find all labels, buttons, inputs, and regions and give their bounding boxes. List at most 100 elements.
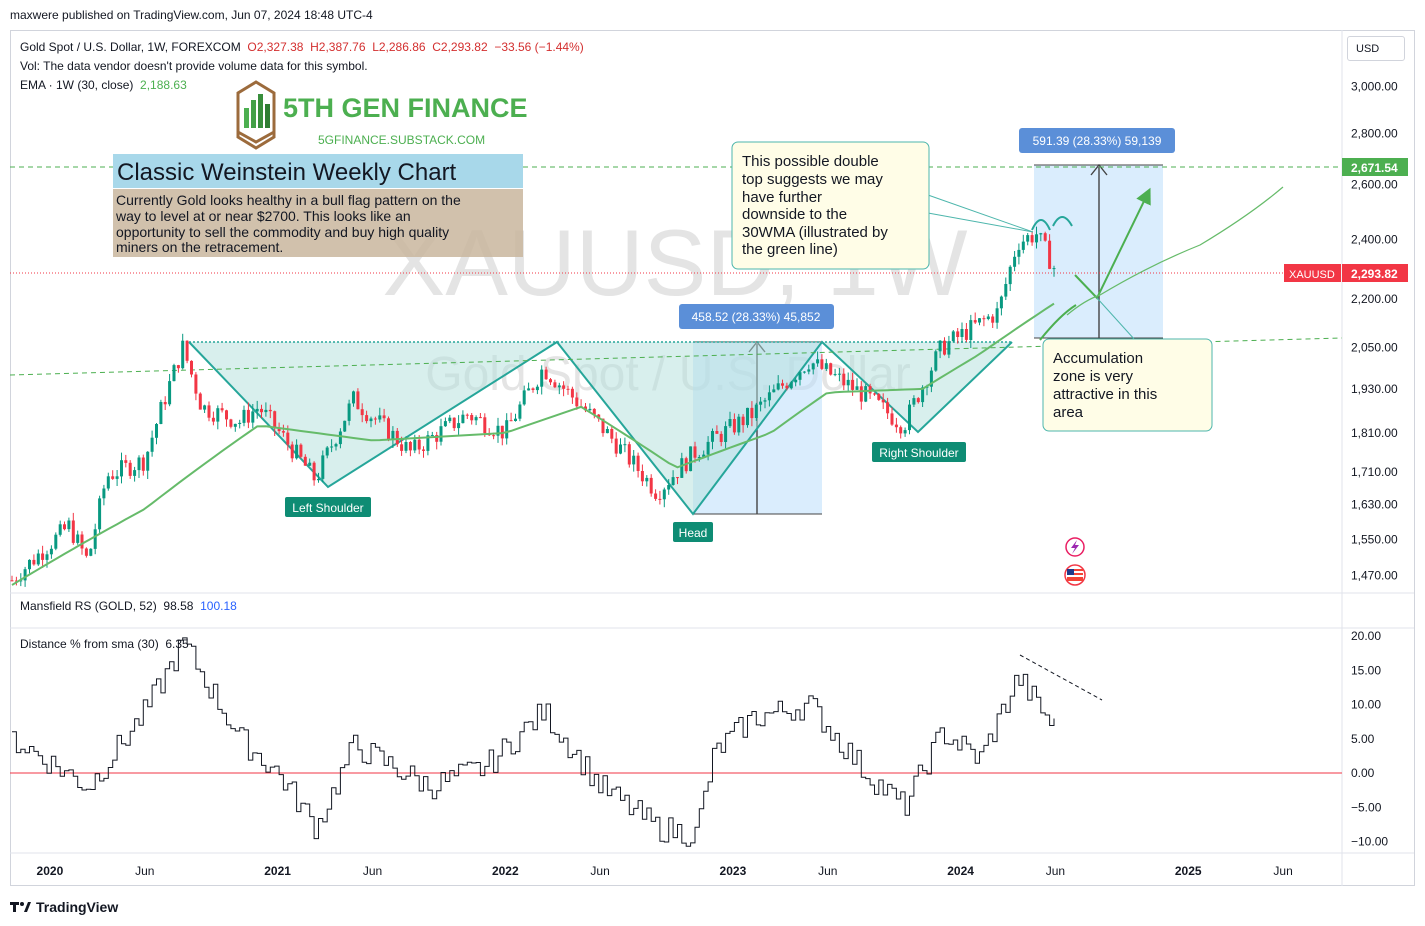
candle-body[interactable]: [549, 379, 552, 383]
candle-body[interactable]: [443, 421, 447, 427]
candle-body[interactable]: [794, 379, 798, 383]
candle-body[interactable]: [636, 455, 640, 471]
candle-body[interactable]: [763, 400, 767, 402]
candle-body[interactable]: [689, 446, 693, 472]
candle-body[interactable]: [662, 489, 666, 500]
candle-body[interactable]: [1004, 284, 1008, 297]
candle-body[interactable]: [715, 431, 719, 434]
candle-body[interactable]: [1026, 235, 1030, 242]
symbol-row[interactable]: Gold Spot / U.S. Dollar, 1W, FOREXCOM O2…: [20, 38, 584, 57]
candle-body[interactable]: [824, 363, 828, 369]
candle-body[interactable]: [299, 444, 303, 457]
candle-body[interactable]: [746, 407, 749, 426]
candle-body[interactable]: [400, 444, 404, 451]
candle-series[interactable]: [10, 226, 1056, 587]
candle-body[interactable]: [947, 341, 951, 355]
candle-body[interactable]: [246, 409, 250, 423]
candle-body[interactable]: [343, 420, 347, 432]
candle-body[interactable]: [916, 398, 920, 403]
main-legend[interactable]: Gold Spot / U.S. Dollar, 1W, FOREXCOM O2…: [20, 38, 584, 95]
candle-body[interactable]: [1021, 241, 1025, 250]
candle-body[interactable]: [829, 363, 833, 375]
candle-body[interactable]: [373, 418, 377, 420]
candle-body[interactable]: [680, 458, 684, 478]
candle-body[interactable]: [492, 435, 496, 437]
us-flag-icon[interactable]: [1064, 564, 1086, 586]
candle-body[interactable]: [676, 477, 679, 479]
candle-body[interactable]: [422, 449, 425, 451]
candle-body[interactable]: [724, 426, 728, 442]
candle-body[interactable]: [535, 386, 539, 391]
candle-body[interactable]: [264, 409, 268, 413]
candle-body[interactable]: [562, 385, 566, 389]
candle-body[interactable]: [877, 394, 881, 400]
candle-body[interactable]: [238, 422, 242, 424]
head-label[interactable]: [673, 522, 713, 542]
distance-series[interactable]: [12, 637, 1055, 847]
hs-pattern-line[interactable]: [188, 340, 1013, 516]
candle-body[interactable]: [312, 462, 316, 481]
candle-body[interactable]: [798, 372, 802, 380]
candle-body[interactable]: [640, 471, 644, 482]
candle-body[interactable]: [943, 340, 946, 355]
candle-body[interactable]: [960, 329, 964, 337]
candle-body[interactable]: [365, 415, 369, 422]
candle-body[interactable]: [894, 424, 898, 428]
candle-body[interactable]: [697, 457, 701, 458]
candle-body[interactable]: [592, 408, 596, 415]
candle-body[interactable]: [754, 404, 758, 418]
candle-body[interactable]: [531, 388, 535, 390]
candle-body[interactable]: [98, 498, 102, 530]
candle-body[interactable]: [448, 417, 452, 422]
candle-body[interactable]: [667, 485, 671, 490]
candle-body[interactable]: [23, 569, 27, 581]
candle-body[interactable]: [417, 439, 421, 450]
candle-body[interactable]: [404, 442, 408, 451]
candle-body[interactable]: [58, 524, 62, 535]
candle-body[interactable]: [470, 415, 474, 421]
candle-body[interactable]: [133, 470, 137, 476]
candle-body[interactable]: [207, 405, 211, 418]
candle-body[interactable]: [176, 365, 180, 369]
right-shoulder-label[interactable]: [872, 442, 966, 462]
candle-body[interactable]: [553, 382, 557, 388]
candle-body[interactable]: [190, 360, 193, 375]
price-axis[interactable]: 3,000.00 2,800.00 2,600.00 2,400.00 2,200.00…: [1351, 79, 1398, 582]
candle-body[interactable]: [334, 444, 338, 447]
candle-body[interactable]: [255, 408, 259, 412]
candle-body[interactable]: [557, 385, 561, 388]
candle-body[interactable]: [518, 404, 522, 419]
candle-body[interactable]: [1017, 249, 1021, 257]
candle-body[interactable]: [211, 417, 215, 422]
candle-body[interactable]: [146, 451, 150, 471]
candle-body[interactable]: [220, 408, 224, 411]
candle-body[interactable]: [846, 379, 850, 386]
candle-body[interactable]: [137, 457, 141, 471]
candle-body[interactable]: [789, 382, 793, 389]
candle-body[interactable]: [859, 386, 863, 402]
candle-body[interactable]: [671, 477, 675, 485]
candle-body[interactable]: [408, 442, 412, 451]
candle-body[interactable]: [32, 559, 36, 565]
candle-body[interactable]: [750, 407, 754, 419]
candle-body[interactable]: [356, 391, 360, 410]
left-shoulder-label[interactable]: [285, 497, 371, 517]
candle-body[interactable]: [41, 553, 45, 560]
candle-body[interactable]: [785, 385, 789, 389]
candle-body[interactable]: [781, 383, 784, 386]
candle-body[interactable]: [890, 413, 894, 425]
lightning-icon[interactable]: [1065, 537, 1085, 557]
candle-body[interactable]: [391, 430, 395, 440]
candle-body[interactable]: [378, 415, 382, 420]
candle-body[interactable]: [80, 534, 84, 549]
candle-body[interactable]: [347, 403, 351, 421]
candle-body[interactable]: [229, 419, 233, 427]
candle-body[interactable]: [172, 365, 176, 382]
candle-body[interactable]: [649, 477, 653, 494]
candle-body[interactable]: [956, 331, 960, 337]
candle-body[interactable]: [413, 439, 417, 451]
candle-body[interactable]: [93, 529, 97, 549]
candle-body[interactable]: [71, 520, 75, 543]
candle-body[interactable]: [233, 423, 237, 427]
